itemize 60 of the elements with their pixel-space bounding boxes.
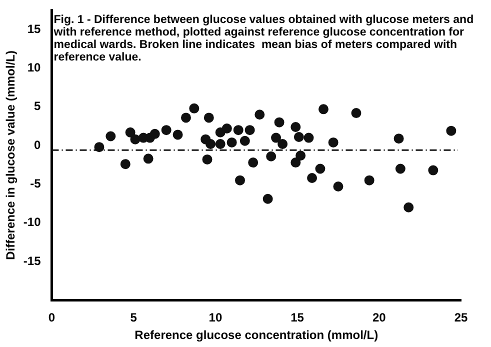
point — [328, 137, 338, 148]
y-tick-label: 0 — [34, 138, 42, 152]
point — [222, 124, 232, 134]
y-axis-title: Difference in glucose value (mmol/L) — [4, 50, 18, 260]
point — [395, 164, 406, 174]
point — [161, 125, 172, 136]
point — [315, 164, 326, 174]
y-tick-label: 5 — [34, 99, 42, 114]
point — [172, 130, 183, 140]
annotation: Fig. 1 - Difference between glucose values obtained with glucose meters and with reference method, plotted against reference glucose concentration for medical wards. Broken line indicates mean bias of meters compared with reference value. — [52, 14, 474, 64]
point — [143, 154, 154, 164]
y-tick-label: -10 — [23, 215, 42, 230]
point — [446, 126, 456, 136]
y-tick-label: 10 — [27, 60, 42, 75]
point — [428, 165, 438, 176]
point — [294, 132, 304, 142]
x-tick-label: 10 — [208, 310, 222, 325]
point — [235, 175, 245, 186]
point — [290, 158, 301, 168]
point — [290, 122, 301, 132]
point — [215, 138, 226, 149]
point — [150, 128, 160, 139]
y-tick-label: -5 — [30, 176, 42, 191]
point — [271, 132, 282, 143]
point — [204, 112, 214, 123]
point — [180, 112, 191, 123]
point — [404, 202, 414, 212]
point — [189, 103, 200, 114]
point — [202, 154, 212, 164]
x-tick-label: 20 — [372, 310, 386, 325]
point — [120, 159, 130, 170]
point — [240, 136, 250, 146]
point — [296, 150, 306, 161]
point — [125, 127, 136, 138]
point — [244, 125, 255, 136]
y-tick-label: -15 — [23, 254, 42, 268]
point — [278, 138, 288, 149]
point — [364, 175, 374, 186]
point — [206, 138, 216, 149]
point — [248, 158, 258, 168]
point — [333, 182, 344, 192]
point — [226, 137, 237, 148]
y-tick-label: 15 — [27, 22, 42, 36]
point — [351, 108, 362, 118]
point — [307, 173, 318, 184]
x-tick-label: 5 — [130, 310, 138, 325]
point — [106, 131, 116, 142]
x-axis-title: Reference glucose concentration (mmol/L) — [134, 328, 378, 342]
point — [233, 125, 244, 136]
x-tick-label: 15 — [290, 310, 304, 325]
point — [274, 117, 284, 128]
x-tick-label: 25 — [454, 310, 468, 325]
point — [262, 194, 273, 204]
point — [318, 104, 328, 114]
point — [304, 132, 314, 143]
x-tick-label: 0 — [48, 310, 56, 325]
point — [130, 134, 140, 144]
point — [266, 151, 276, 162]
point — [394, 134, 404, 144]
point — [254, 110, 265, 120]
